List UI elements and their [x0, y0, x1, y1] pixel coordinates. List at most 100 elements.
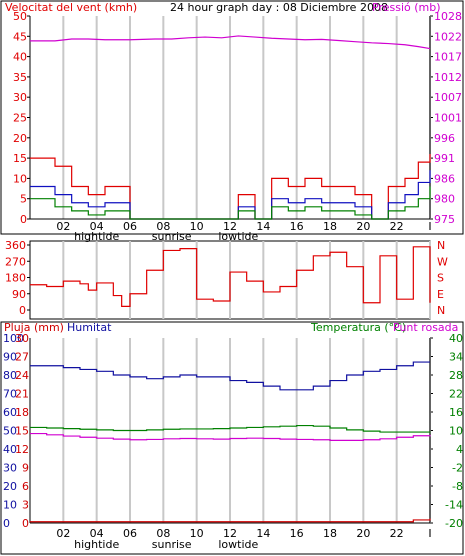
- wind-speed-tick: 35: [13, 71, 27, 84]
- tide-sun-annotation: hightide: [74, 538, 119, 551]
- wind-speed-tick: 50: [13, 10, 27, 23]
- hour-tick: 16: [290, 527, 304, 540]
- rain-tick: 9: [22, 462, 29, 475]
- hour-tick: 22: [390, 527, 404, 540]
- temperature-tick: 28: [449, 369, 463, 382]
- tide-sun-annotation: lowtide: [218, 230, 258, 243]
- rain-humidity-plot: [30, 361, 431, 523]
- hour-tick: 02: [56, 527, 70, 540]
- humidity-tick: 10: [3, 499, 17, 512]
- pressure-tick: 1017: [434, 51, 462, 64]
- series-dewpoint-line: [30, 432, 431, 441]
- direction-compass-tick: E: [437, 288, 444, 301]
- hour-tick: 22: [390, 220, 404, 233]
- hour-tick: 20: [356, 527, 370, 540]
- pressure-tick: 1022: [434, 30, 462, 43]
- rain-tick: 30: [15, 332, 29, 345]
- rain-tick: 6: [22, 480, 29, 493]
- direction-degree-tick: 90: [12, 288, 26, 301]
- panel-wind-pressure-frame: [0, 0, 464, 235]
- hour-tick: 04: [90, 527, 104, 540]
- hour-tick: 20: [356, 220, 370, 233]
- humidity-tick: 80: [3, 369, 17, 382]
- hour-tick: 06: [123, 527, 137, 540]
- pressure-tick: 1028: [434, 10, 462, 23]
- pressure-tick: 1007: [434, 91, 462, 104]
- wind-direction-plot: [30, 246, 431, 307]
- humidity-tick: 0: [3, 517, 10, 530]
- wind-speed-tick: 45: [13, 30, 27, 43]
- humidity-tick: 40: [3, 443, 17, 456]
- hour-tick: 14: [256, 220, 270, 233]
- pressure-axis-label: Pressió (mb): [372, 1, 441, 14]
- direction-compass-tick: W: [437, 255, 448, 268]
- series-rain-line: [30, 518, 431, 523]
- rain-axis-label: Pluja (mm): [4, 321, 64, 334]
- rain-tick: 18: [15, 406, 29, 419]
- series-temperature-line: [30, 424, 431, 433]
- direction-compass-tick: N: [437, 239, 445, 252]
- pressure-tick: 975: [434, 213, 455, 226]
- rain-tick: 27: [15, 351, 29, 364]
- wind-speed-axis-label: Velocitat del vent (kmh): [5, 1, 137, 14]
- hour-tick: 08: [156, 220, 170, 233]
- temperature-tick: 40: [449, 332, 463, 345]
- hour-tick: 04: [90, 220, 104, 233]
- hour-tick: 12: [223, 527, 237, 540]
- direction-degree-tick: 270: [5, 255, 26, 268]
- temperature-tick: 10: [449, 425, 463, 438]
- pressure-tick: 996: [434, 132, 455, 145]
- temperature-axis-label: Temperatura (°C): [310, 321, 406, 334]
- series-humidity-line: [30, 361, 430, 391]
- chart-title: 24 hour graph day : 08 Diciembre 2008: [170, 1, 388, 14]
- humidity-tick: 60: [3, 406, 17, 419]
- hour-tick: I: [428, 527, 431, 540]
- wind-pressure-plot: [30, 35, 431, 220]
- temperature-tick: -8: [452, 480, 463, 493]
- humidity-tick: 30: [3, 462, 17, 475]
- direction-degree-tick: 0: [19, 304, 26, 317]
- hour-tick: 06: [123, 220, 137, 233]
- pressure-tick: 991: [434, 152, 455, 165]
- temperature-tick: -2: [452, 462, 463, 475]
- hour-tick: 10: [190, 527, 204, 540]
- direction-degree-tick: 360: [5, 239, 26, 252]
- humidity-tick: 50: [3, 425, 17, 438]
- wind-speed-tick: 20: [13, 132, 27, 145]
- temperature-tick: 16: [449, 406, 463, 419]
- hour-tick: 14: [256, 527, 270, 540]
- panel-rain-humidity-frame: [0, 321, 464, 555]
- rain-tick: 0: [22, 517, 29, 530]
- hour-tick: 16: [290, 220, 304, 233]
- wind-speed-tick: 40: [13, 51, 27, 64]
- rain-tick: 24: [15, 369, 29, 382]
- temperature-tick: -14: [445, 499, 463, 512]
- pressure-tick: 980: [434, 193, 455, 206]
- pressure-tick: 1012: [434, 71, 462, 84]
- wind-speed-tick: 0: [20, 213, 27, 226]
- temperature-tick: 22: [449, 388, 463, 401]
- rain-tick: 3: [22, 499, 29, 512]
- wind-speed-tick: 15: [13, 152, 27, 165]
- rain-tick: 21: [15, 388, 29, 401]
- pressure-tick: 986: [434, 172, 455, 185]
- direction-compass-tick: S: [437, 272, 444, 285]
- direction-degree-tick: 180: [5, 272, 26, 285]
- series-pressure-line: [30, 35, 431, 50]
- hour-tick: I: [428, 220, 431, 233]
- rain-tick: 12: [15, 443, 29, 456]
- humidity-tick: 70: [3, 388, 17, 401]
- hour-tick: 08: [156, 527, 170, 540]
- tide-sun-annotation: sunrise: [152, 538, 192, 551]
- hour-tick: 18: [323, 220, 337, 233]
- wind-direction-line: [30, 246, 431, 307]
- tide-sun-annotation: sunrise: [152, 230, 192, 243]
- temperature-tick: -20: [445, 517, 463, 530]
- wind-speed-tick: 5: [20, 193, 27, 206]
- series-minimum-line: [30, 186, 431, 220]
- tide-sun-annotation: hightide: [74, 230, 119, 243]
- pressure-tick: 1001: [434, 112, 462, 125]
